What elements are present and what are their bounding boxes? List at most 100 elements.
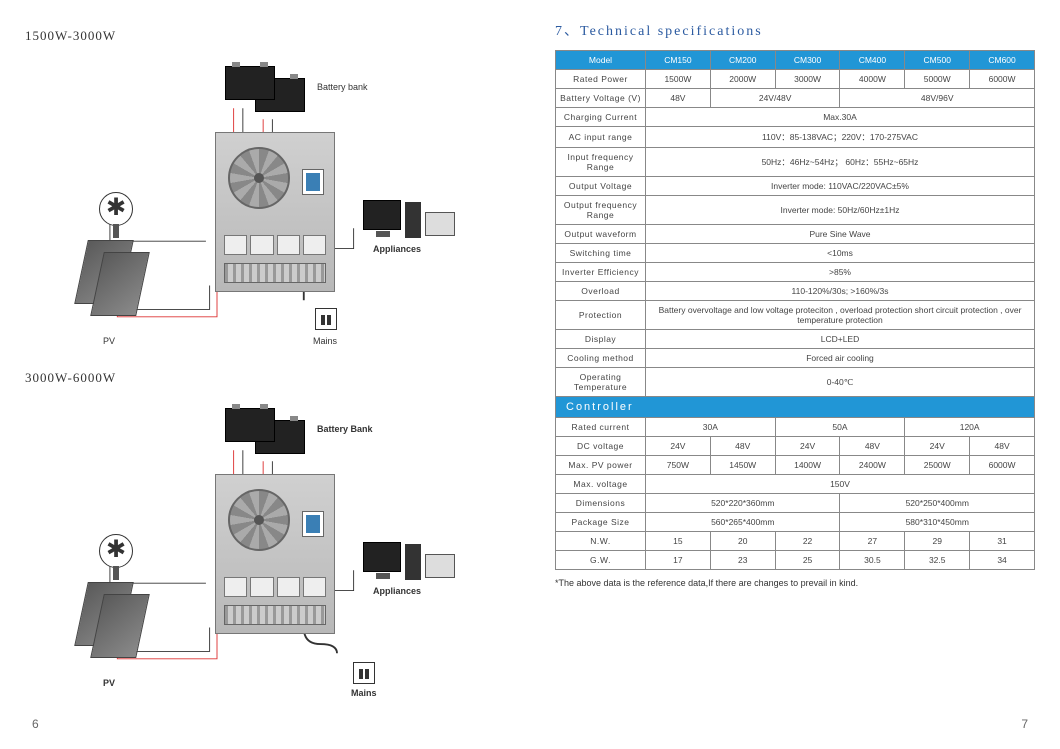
table-cell: 48V	[970, 437, 1035, 456]
table-cell: 30.5	[840, 551, 905, 570]
table-cell: Forced air cooling	[646, 349, 1035, 368]
table-cell: Inverter mode: 50Hz/60Hz±1Hz	[646, 196, 1035, 225]
table-cell: 24V	[775, 437, 840, 456]
table-header-col: CM500	[905, 51, 970, 70]
table-cell: 48V	[646, 89, 711, 108]
table-header-col: CM200	[710, 51, 775, 70]
table-cell: 580*310*450mm	[840, 513, 1035, 532]
fan-appliance-icon	[99, 534, 133, 568]
table-cell: 520*220*360mm	[646, 494, 840, 513]
table-cell: 50Hz：46Hz~54Hz； 60Hz：55Hz~65Hz	[646, 148, 1035, 177]
table-cell: Max.30A	[646, 108, 1035, 127]
table-cell: 110V：85-138VAC；220V：170-275VAC	[646, 127, 1035, 148]
pv-label: PV	[103, 336, 115, 346]
table-header-col: CM400	[840, 51, 905, 70]
mains-label: Mains	[351, 688, 377, 698]
fan-appliance-icon	[99, 192, 133, 226]
appliances-label: Appliances	[373, 586, 421, 596]
table-row-label: Inverter Efficiency	[556, 263, 646, 282]
table-cell: 2400W	[840, 456, 905, 475]
table-row-label: Cooling method	[556, 349, 646, 368]
breaker-icon	[302, 169, 324, 195]
table-row-label: N.W.	[556, 532, 646, 551]
table-cell: 48V	[840, 437, 905, 456]
left-page: 1500W-3000W Battery bank PV Appliances	[0, 0, 530, 749]
table-cell: 120A	[905, 418, 1035, 437]
table-cell: 34	[970, 551, 1035, 570]
right-page: 7、Technical specifications ModelCM150CM2…	[530, 0, 1060, 749]
table-cell: 2500W	[905, 456, 970, 475]
table-cell: 2000W	[710, 70, 775, 89]
inverter-unit-icon	[215, 474, 335, 634]
mains-plug-icon	[353, 662, 375, 684]
fan-stand-icon	[113, 566, 119, 580]
table-row-label: Overload	[556, 282, 646, 301]
table-cell: 25	[775, 551, 840, 570]
battery-icon	[225, 408, 275, 442]
pv-label: PV	[103, 678, 115, 688]
cooling-fan-icon	[228, 147, 290, 209]
table-row-label: DC voltage	[556, 437, 646, 456]
table-cell: 27	[840, 532, 905, 551]
table-cell: 17	[646, 551, 711, 570]
terminal-block-icon	[224, 263, 326, 283]
mains-plug-icon	[315, 308, 337, 330]
mains-label: Mains	[313, 336, 337, 346]
table-cell: 1450W	[710, 456, 775, 475]
table-header-col: CM300	[775, 51, 840, 70]
breaker-icon	[302, 511, 324, 537]
table-cell: 24V/48V	[710, 89, 840, 108]
table-cell: 29	[905, 532, 970, 551]
table-row-label: Output waveform	[556, 225, 646, 244]
cooling-fan-icon	[228, 489, 290, 551]
table-cell: 4000W	[840, 70, 905, 89]
appliances-label: Appliances	[373, 244, 421, 254]
table-cell: 110-120%/30s; >160%/3s	[646, 282, 1035, 301]
printer-icon	[425, 554, 455, 578]
table-row-label: Battery Voltage (V)	[556, 89, 646, 108]
table-cell: Pure Sine Wave	[646, 225, 1035, 244]
table-row-label: Package Size	[556, 513, 646, 532]
table-cell: 50A	[775, 418, 905, 437]
table-cell: 5000W	[905, 70, 970, 89]
table-cell: 150V	[646, 475, 1035, 494]
section-2-title: 3000W-6000W	[25, 370, 505, 386]
table-cell: 22	[775, 532, 840, 551]
diagram-1: Battery bank PV Appliances Mains	[25, 52, 505, 362]
table-header-model: Model	[556, 51, 646, 70]
battery-label: Battery bank	[317, 82, 368, 92]
monitor-icon	[363, 200, 401, 230]
spec-table: ModelCM150CM200CM300CM400CM500CM600 Rated…	[555, 50, 1035, 570]
diagram-2: Battery Bank PV Appliances Mains	[25, 394, 505, 704]
terminal-block-icon	[224, 605, 326, 625]
table-cell: 20	[710, 532, 775, 551]
table-row-label: Output frequency Range	[556, 196, 646, 225]
table-row-label: Rated current	[556, 418, 646, 437]
controller-section-header: Controller	[556, 397, 1035, 418]
battery-icon	[225, 66, 275, 100]
table-row-label: Max. PV power	[556, 456, 646, 475]
table-row-label: Charging Current	[556, 108, 646, 127]
table-cell: 32.5	[905, 551, 970, 570]
pc-tower-icon	[405, 202, 421, 238]
table-row-label: Input frequency Range	[556, 148, 646, 177]
table-row-label: Display	[556, 330, 646, 349]
table-header-col: CM150	[646, 51, 711, 70]
table-row-label: Operating Temperature	[556, 368, 646, 397]
table-cell: Battery overvoltage and low voltage prot…	[646, 301, 1035, 330]
table-cell: 750W	[646, 456, 711, 475]
page-number-right: 7	[1021, 717, 1028, 731]
table-cell: 24V	[646, 437, 711, 456]
table-row-label: Output Voltage	[556, 177, 646, 196]
table-cell: 48V/96V	[840, 89, 1035, 108]
output-sockets-icon	[224, 235, 326, 255]
table-row-label: Switching time	[556, 244, 646, 263]
table-cell: 3000W	[775, 70, 840, 89]
battery-label-2: Battery Bank	[317, 424, 373, 434]
table-header-col: CM600	[970, 51, 1035, 70]
page-number-left: 6	[32, 717, 39, 731]
table-row-label: Protection	[556, 301, 646, 330]
table-cell: 24V	[905, 437, 970, 456]
table-cell: 30A	[646, 418, 776, 437]
pc-tower-icon	[405, 544, 421, 580]
